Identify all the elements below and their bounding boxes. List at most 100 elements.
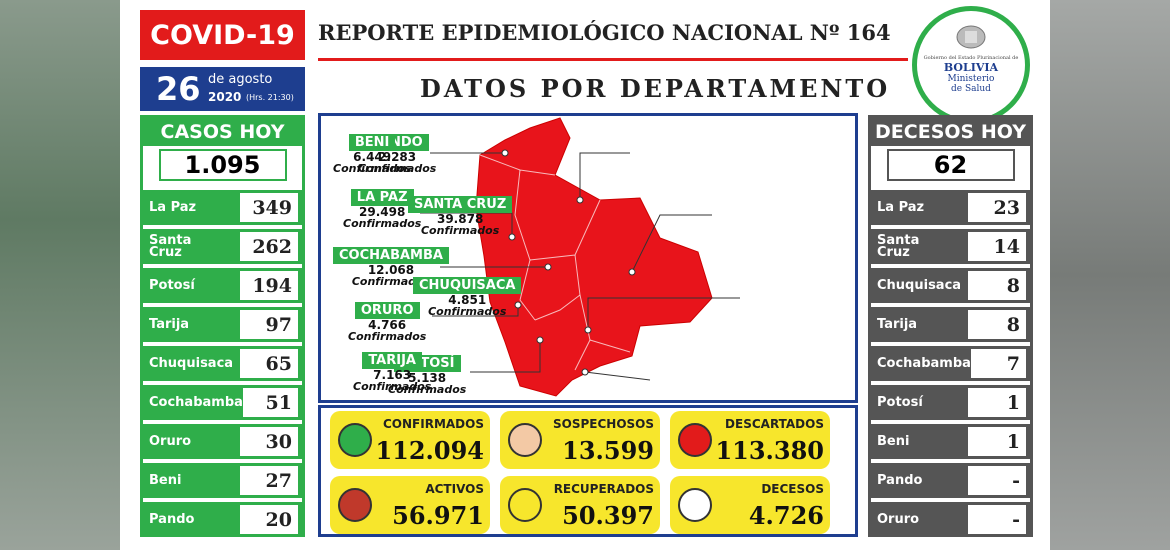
row-label: Cochabamba [149,394,243,410]
card-title: SOSPECHOSOS [552,417,654,431]
table-row: Pando 20 [143,502,302,537]
logo-text: Gobierno del Estado Plurinacional de [923,55,1019,61]
blurred-side [1050,0,1170,550]
table-row: Pando - [871,463,1030,498]
department-name: BENI [348,134,396,151]
department-note: Confirmados [428,305,507,318]
card-icon [678,423,712,457]
card-title: DESCARTADOS [725,417,824,431]
row-value: 349 [240,193,298,222]
map [420,117,740,397]
table-row: Potosí 1 [871,385,1030,420]
report-title: REPORTE EPIDEMIOLÓGICO NACIONAL Nº 164 [318,20,891,45]
department-note: Confirmados [358,162,437,175]
row-label: Tarija [149,316,190,332]
card-icon [508,488,542,522]
department-note: Confirmados [348,330,427,343]
coat-of-arms [956,25,986,49]
row-value: 7 [970,349,1026,378]
deaths-panel: DECESOS HOY 62 La Paz 23 Santa Cruz 14 Chuqu… [868,115,1033,537]
department-label: COCHABAMBA 12.068 Confirmados [333,244,449,288]
row-value: 1 [968,388,1026,417]
row-label: Tarija [877,316,918,332]
map-box: PANDO 2.283 Confirmados LA PAZ 29.498 Confirm… [318,113,858,403]
row-value: 23 [968,193,1026,222]
table-row: Beni 27 [143,463,302,498]
card-icon [678,488,712,522]
date-time: (Hrs. 21:30) [246,93,294,102]
row-label: Santa Cruz [149,232,192,260]
table-row: Santa Cruz 14 [871,229,1030,264]
card-icon [508,423,542,457]
table-row: La Paz 23 [871,190,1030,225]
date-year: 2020 [208,90,242,104]
row-label: Oruro [149,433,192,449]
row-value: 20 [240,505,298,534]
department-label: SANTA CRUZ 39.878 Confirmados [408,193,513,237]
department-label: TARIJA 7.163 Confirmados [353,349,431,393]
department-note: Confirmados [388,383,467,396]
department-value: 6.449 [353,150,392,164]
department-name: COCHABAMBA [333,247,449,264]
card-icon [338,488,372,522]
table-row: Santa Cruz 262 [143,229,302,264]
department-value: 39.878 [436,212,484,226]
summary-card: CONFIRMADOS 112.094 [330,411,490,469]
row-label: Oruro [877,511,920,527]
department-label: CHUQUISACA 4.851 Confirmados [413,274,522,318]
row-label: La Paz [149,199,197,215]
panel-title: CASOS HOY [143,118,302,146]
date-month: de agosto [208,72,273,87]
logo-text: de Salud [951,84,991,94]
summary-card: DESCARTADOS 113.380 [670,411,830,469]
logo-text: Ministerio [947,74,995,84]
row-label: Chuquisaca [149,355,234,371]
date-day: 26 [156,70,201,108]
table-row: Tarija 97 [143,307,302,342]
ministry-logo: Gobierno del Estado Plurinacional de BOL… [912,6,1030,124]
panel-title: DECESOS HOY [871,118,1030,146]
logo-name: BOLIVIA [943,61,999,74]
row-value: 97 [240,310,298,339]
summary-card: ACTIVOS 56.971 [330,476,490,534]
summary-card: SOSPECHOSOS 13.599 [500,411,660,469]
table-row: Oruro - [871,502,1030,537]
department-value: 29.498 [359,205,406,219]
card-title: CONFIRMADOS [383,417,484,431]
card-title: DECESOS [761,482,824,496]
department-note: Confirmados [333,162,412,175]
department-label: LA PAZ 29.498 Confirmados [343,186,421,230]
card-value: 113.380 [715,436,824,465]
card-title: ACTIVOS [425,482,484,496]
panel-total: 62 [886,149,1015,181]
table-row: Cochabamba 51 [143,385,302,420]
department-name: ORURO [354,302,420,319]
department-note: Confirmados [343,217,422,230]
table-row: Cochabamba 7 [871,346,1030,381]
row-value: 65 [240,349,298,378]
row-label: Cochabamba [877,355,971,371]
divider [318,58,908,61]
row-value: 1 [968,427,1026,456]
row-label: Beni [877,433,910,449]
row-label: Potosí [149,277,195,293]
row-label: Beni [149,472,182,488]
department-value: 4.851 [448,293,487,307]
row-value: - [968,466,1026,495]
row-label: Pando [149,511,195,527]
card-value: 13.599 [562,436,654,465]
department-name: SANTA CRUZ [408,196,513,213]
row-label: La Paz [877,199,925,215]
department-value: 7.163 [373,368,412,382]
department-value: 12.068 [367,263,415,277]
row-value: - [968,505,1026,534]
department-label: ORURO 4.766 Confirmados [348,299,426,343]
cases-panel: CASOS HOY 1.095 La Paz 349 Santa Cruz 262 Po… [140,115,305,537]
row-value: 8 [968,271,1026,300]
card-value: 112.094 [375,436,484,465]
table-row: Potosí 194 [143,268,302,303]
row-label: Potosí [877,394,923,410]
badge: COVID-19 [140,10,305,60]
date-box: 26 de agosto 2020 (Hrs. 21:30) [140,67,305,111]
